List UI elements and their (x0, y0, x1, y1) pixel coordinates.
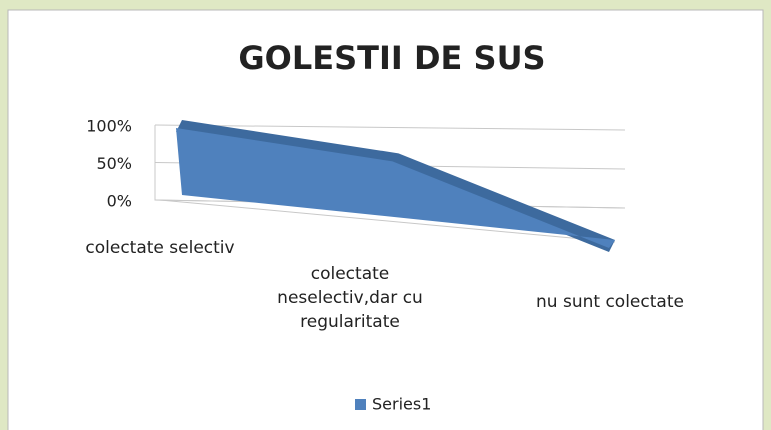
y-tick-label: 100% (86, 117, 132, 136)
area (176, 128, 615, 248)
x-tick-label: colectate neselectiv,dar cu regularitate (277, 264, 423, 332)
y-tick-label: 50% (96, 154, 132, 173)
chart-title: GOLESTII DE SUS (238, 39, 545, 77)
legend-label: Series1 (372, 395, 431, 414)
area-depth (176, 120, 615, 252)
y-tick-label: 0% (107, 192, 132, 211)
chart-area (7, 9, 764, 430)
x-tick-label: colectate selectiv (85, 238, 235, 258)
legend-swatch (355, 399, 366, 410)
x-tick-label: nu sunt colectate (536, 292, 684, 312)
floor-edge (159, 199, 616, 243)
grid-line (154, 124, 626, 131)
plot: 0% 50% 100% (86, 117, 626, 252)
